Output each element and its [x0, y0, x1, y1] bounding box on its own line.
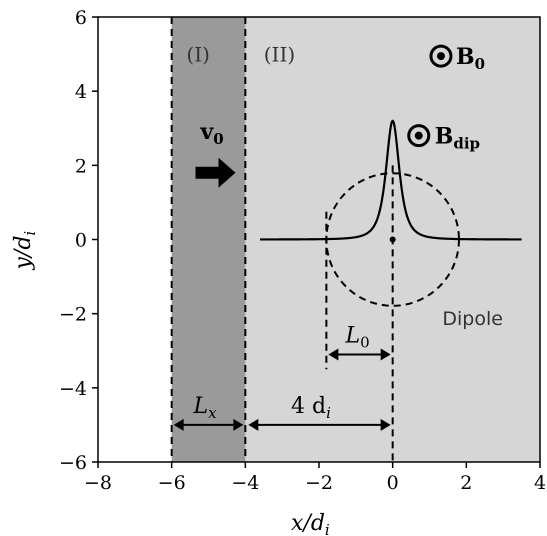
y-axis-label: y/di	[11, 231, 39, 271]
x-tick-label: 2	[460, 472, 472, 494]
arrow-head-left-icon	[328, 348, 339, 361]
y-tick-label: −4	[59, 378, 87, 400]
arrow-head-right-icon	[380, 418, 391, 431]
velocity-label: v0	[200, 119, 224, 148]
arrow-head-left-icon	[248, 418, 259, 431]
l0-arrow	[328, 348, 391, 361]
x-tick-label: 0	[387, 472, 399, 494]
y-tick-label: 6	[75, 7, 87, 29]
x-axis-label: x/di	[291, 511, 330, 536]
y-tick-label: −6	[59, 452, 87, 474]
region-I-label: (I)	[186, 43, 210, 67]
velocity-arrow-icon	[195, 157, 236, 188]
y-tick-label: 2	[75, 155, 87, 177]
region-I-background	[171, 17, 246, 462]
four-di-arrow	[248, 418, 391, 431]
arrow-head-right-icon	[380, 348, 391, 361]
y-tick-label: 0	[75, 230, 87, 252]
dipole-field-profile	[260, 119, 522, 241]
y-tick-label: −2	[59, 304, 87, 326]
y-tick-label: 4	[75, 81, 87, 103]
four-di-label: 4 di	[291, 394, 331, 422]
lx-arrow	[173, 418, 244, 431]
l0-label: L0	[345, 323, 370, 351]
dipole-label: Dipole	[442, 308, 503, 330]
x-tick-label: −4	[231, 472, 259, 494]
x-tick-label: −8	[84, 472, 112, 494]
x-tick-label: −6	[158, 472, 186, 494]
x-tick-label: −2	[305, 472, 333, 494]
arrow-head-left-icon	[173, 418, 184, 431]
lx-label: Lx	[193, 394, 218, 422]
b0-out-of-plane-icon	[429, 44, 453, 68]
x-tick-label: 4	[534, 472, 546, 494]
x-axis-ticks: −8 −6 −4 −2 0 2 4	[84, 462, 546, 494]
bdip-out-of-plane-icon	[407, 124, 431, 148]
region-II-label: (II)	[264, 43, 295, 67]
b0-label: B0	[456, 44, 485, 73]
y-axis-ticks: −6 −4 −2 0 2 4 6	[59, 7, 98, 474]
bdip-label: Bdip	[435, 124, 480, 153]
arrow-head-right-icon	[233, 418, 244, 431]
